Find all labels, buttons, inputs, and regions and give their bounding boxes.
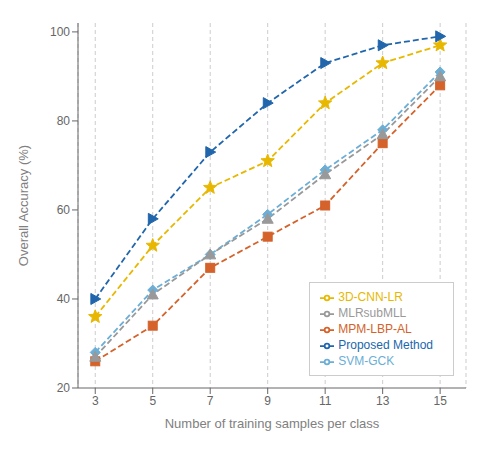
svg-text:3: 3 [92, 394, 99, 408]
svg-text:60: 60 [57, 203, 71, 217]
svg-text:5: 5 [149, 394, 156, 408]
svg-text:20: 20 [57, 381, 71, 395]
html-text:SVM-GCK: SVM-GCK [338, 354, 395, 368]
svg-text:Number of training samples per: Number of training samples per class [165, 416, 380, 431]
html-text:MLRsubMLL: MLRsubMLL [338, 306, 407, 320]
html-text:3D-CNN-LR: 3D-CNN-LR [338, 290, 403, 304]
svg-text:9: 9 [264, 394, 271, 408]
svg-text:13: 13 [376, 394, 390, 408]
html-text:MPM-LBP-AL: MPM-LBP-AL [338, 322, 412, 336]
svg-text:80: 80 [57, 114, 71, 128]
svg-text:15: 15 [433, 394, 447, 408]
svg-text:7: 7 [207, 394, 214, 408]
svg-text:Overall Accuracy (%): Overall Accuracy (%) [16, 145, 31, 266]
svg-text:11: 11 [319, 394, 332, 408]
svg-text:40: 40 [57, 292, 71, 306]
html-text:Proposed Method: Proposed Method [338, 338, 433, 352]
svg-text:100: 100 [50, 25, 70, 39]
